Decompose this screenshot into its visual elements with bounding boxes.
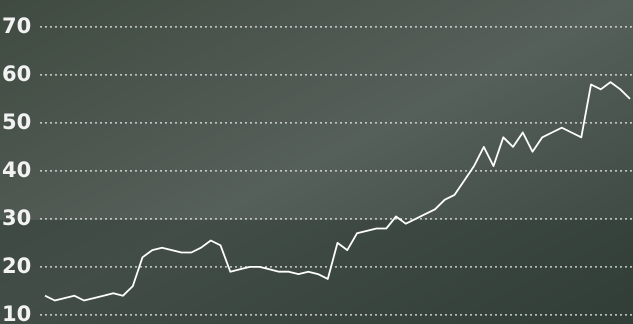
y-tick-label: 50 xyxy=(2,110,31,134)
y-tick-label: 10 xyxy=(2,302,31,324)
y-tick-label: 20 xyxy=(2,254,31,278)
y-tick-label: 30 xyxy=(2,206,31,230)
y-tick-label: 60 xyxy=(2,62,31,86)
y-tick-label: 40 xyxy=(2,158,31,182)
data-line xyxy=(44,81,631,302)
y-tick-label: 70 xyxy=(2,14,31,38)
background-shade xyxy=(0,220,633,324)
